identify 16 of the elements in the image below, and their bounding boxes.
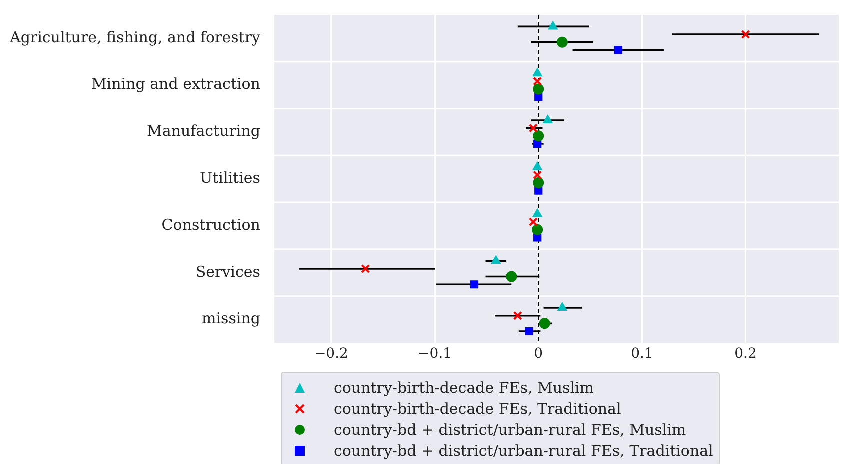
- legend-label: country-birth-decade FEs, Muslim: [334, 378, 594, 396]
- y-tick-label: Construction: [162, 216, 261, 234]
- y-tick-label: missing: [202, 310, 261, 328]
- legend-label: country-bd + district/urban-rural FEs, Muslim: [334, 420, 686, 438]
- x-tick-label: −0.1: [418, 346, 452, 362]
- x-tick-label: −0.2: [314, 346, 348, 362]
- x-tick-label: 0: [534, 346, 544, 362]
- y-tick-label: Agriculture, fishing, and forestry: [9, 28, 261, 46]
- y-tick-label: Services: [196, 262, 260, 281]
- y-tick-label: Manufacturing: [147, 122, 261, 140]
- x-tick-label: 0.2: [734, 346, 757, 362]
- x-tick-label: 0.1: [631, 346, 654, 362]
- y-tick-label: Mining and extraction: [91, 75, 261, 94]
- legend-label: country-bd + district/urban-rural FEs, Traditional: [334, 442, 714, 460]
- y-tick-label: Utilities: [200, 168, 260, 187]
- legend-label: country-birth-decade FEs, Traditional: [334, 400, 622, 418]
